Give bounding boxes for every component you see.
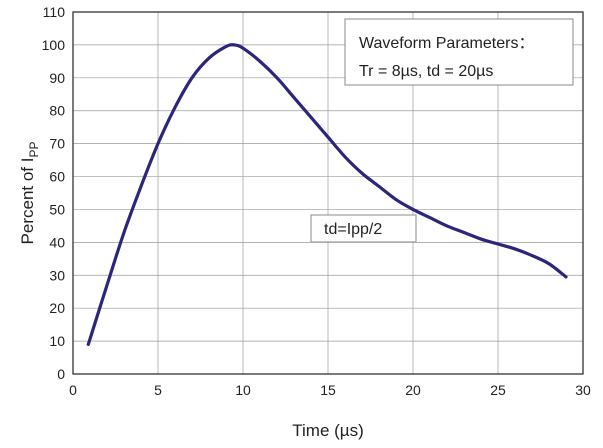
data-point [258, 59, 262, 63]
data-point [530, 254, 534, 257]
x-tick-label: 25 [490, 382, 506, 398]
data-point [233, 43, 236, 47]
data-point [479, 237, 483, 241]
y-tick-label: 80 [49, 103, 65, 119]
series-line [86, 43, 568, 346]
y-tick-label: 70 [49, 136, 65, 152]
tick-labels: 0 5 10 15 20 25 30 0 10 20 30 40 50 60 70 80 90 100 110 [42, 4, 591, 398]
parameters-box-frame [344, 18, 574, 86]
data-point [547, 262, 551, 266]
x-tick-label: 30 [575, 382, 591, 398]
y-tick-label: 20 [49, 300, 65, 316]
y-axis-title: Percent of IPP [18, 142, 41, 245]
data-point [496, 242, 500, 246]
parameters-line-2: Tr = 8µs, td = 20µs [359, 63, 493, 80]
x-tick-label: 0 [69, 382, 77, 398]
y-tick-label: 110 [43, 4, 66, 20]
data-point [190, 76, 194, 80]
data-point [173, 106, 177, 109]
plot-area-frame [72, 11, 584, 375]
y-tick-label: 40 [49, 234, 65, 250]
data-point [428, 216, 432, 220]
y-tick-label: 100 [42, 37, 66, 53]
td-annotation-text: td=Ipp/2 [324, 221, 382, 238]
data-point [394, 198, 398, 201]
data-point [86, 342, 90, 346]
data-point [156, 142, 160, 146]
data-point [139, 185, 143, 188]
data-point [411, 208, 415, 211]
y-tick-label: 90 [49, 70, 65, 86]
data-point [360, 171, 364, 175]
x-axis-title: Time (µs) [292, 421, 364, 440]
x-tick-label: 5 [154, 382, 162, 398]
data-point [309, 115, 313, 119]
x-tick-label: 15 [320, 382, 336, 398]
x-tick-label: 10 [235, 382, 251, 398]
x-tick-label: 20 [405, 382, 421, 398]
parameters-box: Waveform Parameters： Tr = 8µs, td = 20µs [344, 18, 574, 86]
parameters-line-1: Waveform Parameters： [359, 35, 534, 52]
data-point [207, 56, 211, 60]
td-annotation-frame [310, 214, 417, 243]
data-point [513, 247, 517, 251]
y-tick-label: 0 [57, 366, 65, 382]
y-tick-label: 10 [49, 333, 65, 349]
y-axis-title-subscript: PP [27, 142, 41, 158]
data-point [241, 46, 245, 50]
data-point [445, 224, 449, 228]
y-tick-label: 30 [49, 267, 65, 283]
data-point [122, 231, 126, 234]
data-point [275, 76, 279, 80]
data-point [105, 283, 109, 287]
data-point [462, 231, 466, 234]
data-point [326, 135, 330, 139]
series [86, 43, 568, 346]
td-annotation: td=Ipp/2 [310, 214, 417, 243]
data-point [377, 185, 381, 188]
data-point [564, 275, 568, 279]
y-tick-label: 50 [49, 201, 65, 217]
y-axis-title-main: Percent of I [18, 158, 37, 245]
data-point [292, 96, 296, 99]
data-point [224, 45, 228, 48]
y-tick-label: 60 [49, 169, 65, 185]
data-point [343, 155, 347, 159]
